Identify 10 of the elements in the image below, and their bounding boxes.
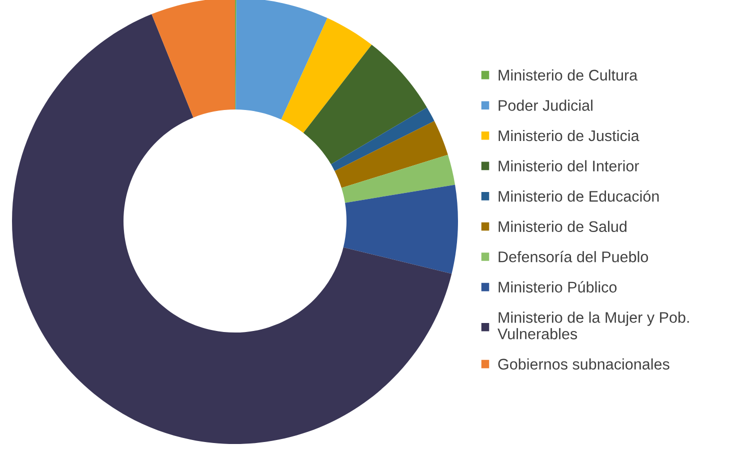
legend-label: Gobiernos subnacionales: [498, 358, 670, 370]
legend-label: Ministerio de la Mujer y Pob. Vulnerables: [498, 312, 689, 340]
legend-label: Ministerio de Justicia: [498, 130, 640, 142]
legend-label: Ministerio Público: [498, 281, 617, 293]
legend-label: Defensoría del Pueblo: [498, 250, 648, 262]
legend-label: Poder Judicial: [498, 100, 592, 111]
legend-label: Ministerio de Educación: [498, 190, 659, 202]
legend-label: Ministerio de Salud: [498, 220, 626, 232]
legend-label: Ministerio del Interior: [498, 160, 640, 172]
legend-label: Ministerio de Cultura: [498, 69, 638, 81]
